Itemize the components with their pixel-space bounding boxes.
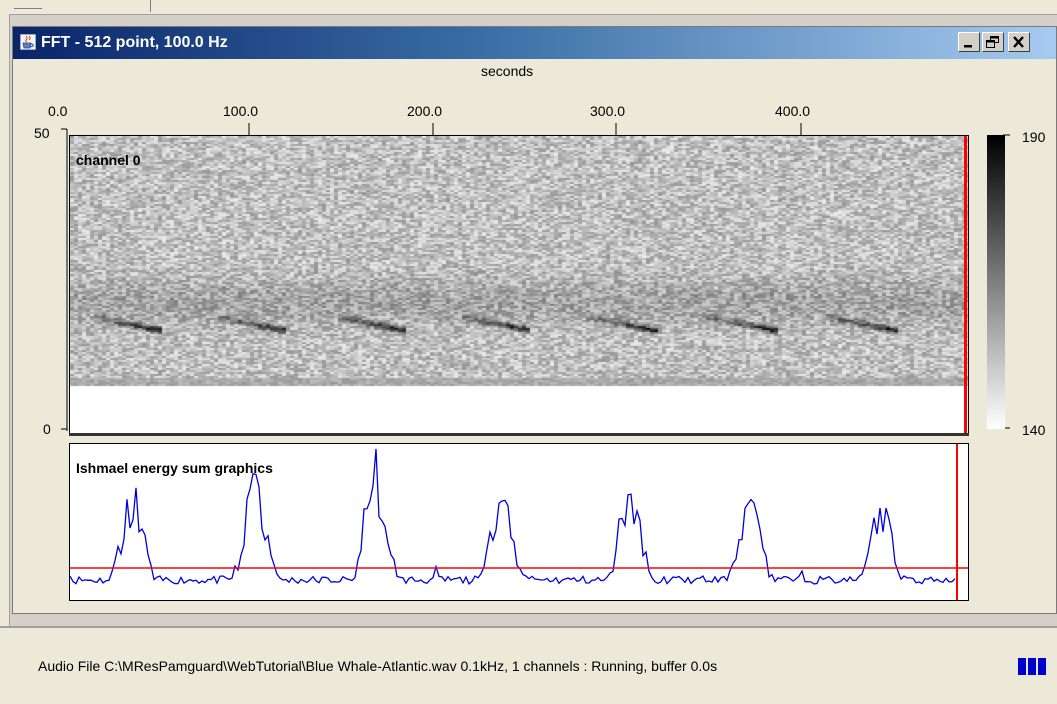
detector-label: Ishmael energy sum graphics (76, 460, 273, 476)
spectrogram-image (70, 136, 968, 434)
x-tick-label-1: 100.0 (223, 103, 259, 119)
x-tick-label-0: 0.0 (48, 103, 68, 119)
energy-trace (70, 448, 956, 585)
x-tick-label-3: 300.0 (590, 103, 626, 119)
parent-divider (150, 0, 151, 12)
close-icon (1013, 36, 1024, 48)
spectrogram-cursor (964, 136, 967, 434)
restore-icon (986, 36, 999, 48)
detector-plot[interactable]: Ishmael energy sum graphics (69, 443, 969, 601)
minimize-icon (964, 45, 972, 48)
colorbar-min-label: 140 (1022, 422, 1046, 438)
fft-internal-frame: FFT - 512 point, 100.0 Hz seconds 0.0 10… (12, 26, 1057, 614)
y-tick-label-top: 50 (34, 125, 50, 141)
x-axis-label: seconds (481, 63, 534, 79)
fft-display-panel: seconds 0.0 100.0 200.0 300.0 400.0 50 0… (13, 59, 1056, 613)
title-bar[interactable]: FFT - 512 point, 100.0 Hz (13, 27, 1056, 59)
java-cup-icon (19, 33, 37, 51)
buffer-level-icon (1018, 658, 1048, 675)
close-button[interactable] (1008, 32, 1030, 52)
spectrogram-baseline (69, 433, 969, 436)
spectrogram-plot[interactable]: channel 0 (69, 135, 969, 435)
x-tick-label-2: 200.0 (407, 103, 443, 119)
y-tick-label-bottom: 0 (43, 421, 51, 437)
colorbar-max-label: 190 (1022, 129, 1046, 145)
parent-left-edge (0, 14, 10, 626)
x-tick-label-4: 400.0 (775, 103, 811, 119)
channel-label: channel 0 (76, 152, 141, 168)
minimize-button[interactable] (958, 32, 980, 52)
colorbar (987, 135, 1005, 429)
detector-graphic (70, 444, 968, 600)
restore-button[interactable] (982, 32, 1004, 52)
parent-window-strip (0, 0, 1057, 15)
window-title: FFT - 512 point, 100.0 Hz (41, 34, 228, 51)
status-bar: Audio File C:\MResPamguard\WebTutorial\B… (0, 626, 1057, 704)
parent-menu-fragment (14, 2, 42, 9)
status-text: Audio File C:\MResPamguard\WebTutorial\B… (38, 658, 718, 674)
